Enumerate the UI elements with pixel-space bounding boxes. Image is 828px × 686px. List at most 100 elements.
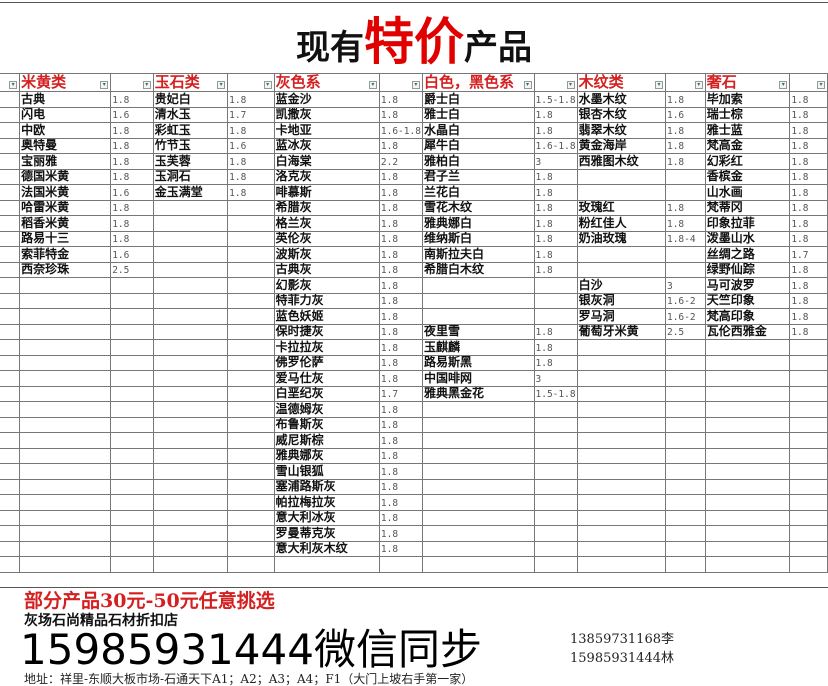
product-name[interactable]: 雅典娜灰 xyxy=(273,447,380,464)
product-size[interactable]: 1.8 xyxy=(789,215,828,232)
product-size[interactable] xyxy=(789,463,828,480)
product-size[interactable]: 1.8 xyxy=(789,199,828,216)
product-name[interactable] xyxy=(152,478,229,495)
product-name[interactable]: 兰花白 xyxy=(421,184,535,201)
product-size[interactable]: 1.8 xyxy=(378,432,423,449)
filter-dropdown-icon[interactable]: ▾ xyxy=(263,81,272,89)
product-size[interactable]: 1.8 xyxy=(664,137,706,154)
product-size[interactable]: 1.8 xyxy=(789,277,828,294)
product-size[interactable]: 2.5 xyxy=(664,323,706,340)
product-size[interactable] xyxy=(533,478,578,495)
product-size[interactable]: 1.8 xyxy=(533,230,578,247)
product-size[interactable]: 1.8 xyxy=(533,215,578,232)
product-size[interactable] xyxy=(227,261,275,278)
product-size[interactable] xyxy=(227,370,275,387)
product-name[interactable]: 意大利冰灰 xyxy=(273,509,380,526)
product-name[interactable]: 格兰灰 xyxy=(273,215,380,232)
product-name[interactable] xyxy=(152,556,229,573)
product-name[interactable]: 温德姆灰 xyxy=(273,401,380,418)
product-size[interactable] xyxy=(110,292,154,309)
product-name[interactable] xyxy=(576,447,666,464)
product-size[interactable]: 3 xyxy=(533,370,578,387)
product-name[interactable] xyxy=(576,168,666,185)
product-size[interactable]: 1.8 xyxy=(378,509,423,526)
product-name[interactable]: 爵士白 xyxy=(421,91,535,108)
product-size[interactable] xyxy=(110,556,154,573)
product-name[interactable] xyxy=(421,556,535,573)
product-size[interactable]: 1.8 xyxy=(664,153,706,170)
product-size[interactable]: 1.8 xyxy=(789,106,828,123)
product-size[interactable]: 1.8 xyxy=(378,168,423,185)
product-name[interactable] xyxy=(152,509,229,526)
product-name[interactable] xyxy=(152,463,229,480)
category-header[interactable]: 灰色系 ▾ xyxy=(273,73,380,92)
product-name[interactable]: 古典灰 xyxy=(273,261,380,278)
product-name[interactable] xyxy=(152,199,229,216)
product-size[interactable]: 1.8 xyxy=(789,137,828,154)
product-name[interactable] xyxy=(576,416,666,433)
product-size[interactable] xyxy=(227,478,275,495)
size-header[interactable]: ▾ xyxy=(789,73,828,92)
product-name[interactable]: 幻影灰 xyxy=(273,277,380,294)
product-size[interactable] xyxy=(227,494,275,511)
product-name[interactable] xyxy=(19,385,112,402)
product-name[interactable]: 雅柏白 xyxy=(421,153,535,170)
product-size[interactable]: 1.8 xyxy=(789,122,828,139)
product-size[interactable] xyxy=(664,509,706,526)
product-size[interactable] xyxy=(664,184,706,201)
product-name[interactable] xyxy=(152,525,229,542)
product-name[interactable] xyxy=(704,370,791,387)
product-name[interactable]: 白海棠 xyxy=(273,153,380,170)
product-name[interactable]: 洛克灰 xyxy=(273,168,380,185)
product-size[interactable]: 1.8-4 xyxy=(664,230,706,247)
product-name[interactable]: 保时捷灰 xyxy=(273,323,380,340)
product-size[interactable]: 1.8 xyxy=(378,230,423,247)
product-size[interactable]: 1.8 xyxy=(227,153,275,170)
product-size[interactable]: 1.8 xyxy=(378,246,423,263)
product-name[interactable] xyxy=(704,525,791,542)
product-size[interactable]: 1.8 xyxy=(378,215,423,232)
product-size[interactable]: 1.8 xyxy=(378,199,423,216)
filter-dropdown-icon[interactable]: ▾ xyxy=(100,81,109,89)
product-name[interactable]: 稻香米黄 xyxy=(19,215,112,232)
product-name[interactable] xyxy=(19,525,112,542)
filter-dropdown-icon[interactable]: ▾ xyxy=(142,81,151,89)
product-size[interactable] xyxy=(227,432,275,449)
product-name[interactable]: 卡地亚 xyxy=(273,122,380,139)
product-size[interactable] xyxy=(110,416,154,433)
product-name[interactable] xyxy=(152,323,229,340)
product-name[interactable]: 蓝金沙 xyxy=(273,91,380,108)
product-size[interactable] xyxy=(533,416,578,433)
product-size[interactable]: 1.8 xyxy=(378,540,423,557)
product-size[interactable]: 1.7 xyxy=(378,385,423,402)
product-size[interactable]: 1.8 xyxy=(533,168,578,185)
product-name[interactable] xyxy=(19,308,112,325)
product-size[interactable]: 1.8 xyxy=(378,184,423,201)
product-size[interactable] xyxy=(533,525,578,542)
product-size[interactable]: 1.8 xyxy=(110,168,154,185)
product-size[interactable]: 1.8 xyxy=(227,122,275,139)
product-name[interactable] xyxy=(19,432,112,449)
product-size[interactable] xyxy=(227,339,275,356)
product-name[interactable] xyxy=(152,385,229,402)
product-size[interactable] xyxy=(227,447,275,464)
product-size[interactable]: 1.6-2 xyxy=(664,308,706,325)
filter-dropdown-icon[interactable]: ▾ xyxy=(411,81,420,89)
product-name[interactable]: 希腊灰 xyxy=(273,199,380,216)
product-name[interactable]: 法国米黄 xyxy=(19,184,112,201)
product-size[interactable]: 1.8 xyxy=(378,91,423,108)
product-name[interactable]: 雅典娜白 xyxy=(421,215,535,232)
product-size[interactable] xyxy=(227,385,275,402)
product-name[interactable] xyxy=(152,432,229,449)
product-name[interactable]: 银灰洞 xyxy=(576,292,666,309)
product-size[interactable]: 1.8 xyxy=(533,323,578,340)
product-name[interactable]: 夜里雪 xyxy=(421,323,535,340)
product-size[interactable]: 1.8 xyxy=(110,230,154,247)
product-size[interactable]: 1.8 xyxy=(533,184,578,201)
product-name[interactable] xyxy=(152,339,229,356)
product-name[interactable] xyxy=(704,463,791,480)
product-size[interactable]: 1.8 xyxy=(533,354,578,371)
product-name[interactable] xyxy=(152,401,229,418)
product-name[interactable]: 玉麒麟 xyxy=(421,339,535,356)
product-size[interactable] xyxy=(110,385,154,402)
